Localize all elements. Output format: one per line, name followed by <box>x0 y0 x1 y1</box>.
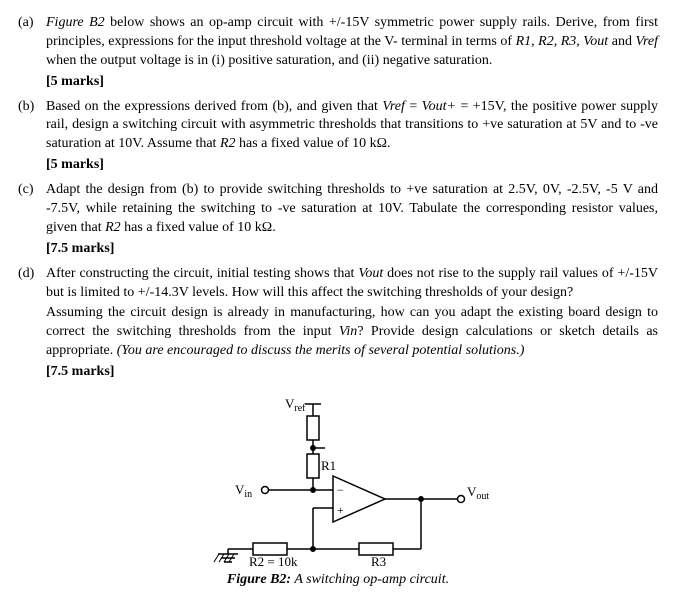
part-b-label: (b) <box>18 98 46 178</box>
part-a-text: Figure B2 below shows an op-amp circuit … <box>46 14 658 71</box>
part-b: (b) Based on the expressions derived fro… <box>18 98 658 178</box>
part-c-label: (c) <box>18 181 46 261</box>
part-d-text2: Assuming the circuit design is already i… <box>46 304 658 361</box>
part-a: (a) Figure B2 below shows an op-amp circ… <box>18 14 658 94</box>
part-a-body: Figure B2 below shows an op-amp circuit … <box>46 14 658 94</box>
part-d-marks: [7.5 marks] <box>46 363 658 382</box>
r2-label: R2 = 10k <box>249 554 298 569</box>
figure-caption-label: Figure B2: <box>227 572 291 587</box>
part-a-label: (a) <box>18 14 46 94</box>
vout-label: Vout <box>467 484 489 502</box>
r3-label: R3 <box>371 554 386 569</box>
figure-caption-text: A switching op-amp circuit. <box>291 572 449 587</box>
part-d: (d) After constructing the circuit, init… <box>18 265 658 384</box>
part-b-body: Based on the expressions derived from (b… <box>46 98 658 178</box>
minus-label: − <box>337 483 344 497</box>
part-c: (c) Adapt the design from (b) to provide… <box>18 181 658 261</box>
part-c-marks: [7.5 marks] <box>46 240 658 259</box>
vref-label: Vref <box>285 396 306 414</box>
figure-b2: Vref R1 Vin − + Vout R2 = 10k R3 Figure … <box>173 394 503 590</box>
part-b-text: Based on the expressions derived from (b… <box>46 98 658 155</box>
plus-label: + <box>337 503 344 517</box>
r1-label: R1 <box>321 458 336 473</box>
part-a-marks: [5 marks] <box>46 73 658 92</box>
vin-label: Vin <box>235 482 252 500</box>
part-d-text1: After constructing the circuit, initial … <box>46 265 658 303</box>
circuit-svg: Vref R1 Vin − + Vout R2 = 10k R3 <box>173 394 503 569</box>
part-b-marks: [5 marks] <box>46 156 658 175</box>
part-c-text: Adapt the design from (b) to provide swi… <box>46 181 658 238</box>
part-d-label: (d) <box>18 265 46 384</box>
part-d-body: After constructing the circuit, initial … <box>46 265 658 384</box>
figure-caption: Figure B2: A switching op-amp circuit. <box>173 571 503 590</box>
part-c-body: Adapt the design from (b) to provide swi… <box>46 181 658 261</box>
